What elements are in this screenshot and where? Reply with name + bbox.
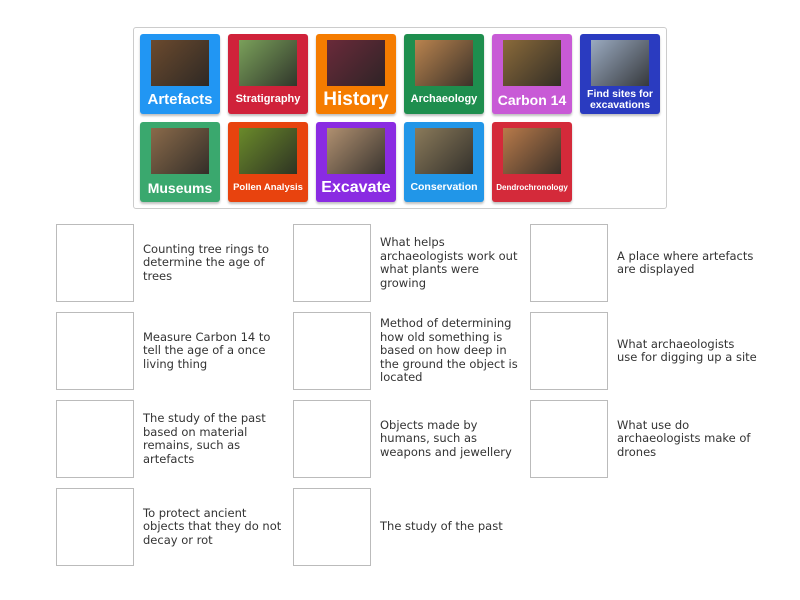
clue-label: Counting tree rings to determine the age… — [143, 241, 270, 283]
drop-zone[interactable] — [56, 224, 134, 302]
drop-zone[interactable] — [293, 488, 371, 566]
clue-label: What use do archaeologists make of drone… — [617, 417, 751, 459]
drop-zone[interactable] — [293, 312, 371, 390]
answer-tile[interactable]: Excavate — [316, 122, 396, 202]
tile-label: History — [323, 89, 389, 111]
tile-label: Carbon 14 — [497, 91, 567, 108]
drop-zone[interactable] — [56, 312, 134, 390]
answer-tile[interactable]: Archaeology — [404, 34, 484, 114]
drop-zone[interactable] — [56, 488, 134, 566]
tile-label: Archaeology — [410, 93, 478, 106]
clue-label: To protect ancient objects that they do … — [143, 505, 282, 547]
answer-tile[interactable]: History — [316, 34, 396, 114]
clue-label: Method of determining how old something … — [380, 316, 518, 385]
answer-tile[interactable]: Find sites for excavations — [580, 34, 660, 114]
drop-zone[interactable] — [293, 224, 371, 302]
tile-label: Museums — [147, 179, 213, 196]
clue-label: The study of the past based on material … — [143, 411, 266, 466]
tile-image — [415, 128, 473, 174]
clue-text: The study of the past based on material … — [143, 400, 283, 478]
clue-text: Counting tree rings to determine the age… — [143, 224, 283, 302]
tile-image — [591, 40, 649, 86]
clue-text: To protect ancient objects that they do … — [143, 488, 283, 566]
answer-tile[interactable]: Conservation — [404, 122, 484, 202]
answer-bank — [133, 27, 667, 209]
tile-label: Dendrochronology — [496, 182, 568, 192]
answer-tile[interactable]: Stratigraphy — [228, 34, 308, 114]
tile-image — [503, 128, 561, 174]
tile-image — [151, 40, 209, 86]
answer-tile[interactable]: Carbon 14 — [492, 34, 572, 114]
clue-label: Measure Carbon 14 to tell the age of a o… — [143, 329, 271, 371]
clue-label: Objects made by humans, such as weapons … — [380, 417, 512, 459]
clue-text: Objects made by humans, such as weapons … — [380, 400, 520, 478]
tile-image — [503, 40, 561, 86]
answer-tile[interactable]: Dendrochronology — [492, 122, 572, 202]
answer-tile[interactable]: Museums — [140, 122, 220, 202]
clue-label: What helps archaeologists work out what … — [380, 235, 518, 290]
drop-zone[interactable] — [56, 400, 134, 478]
clue-text: The study of the past — [380, 488, 520, 566]
tile-label: Conservation — [410, 181, 478, 194]
tile-image — [239, 128, 297, 174]
drop-zone[interactable] — [530, 224, 608, 302]
clue-label: The study of the past — [380, 519, 503, 534]
tile-label: Stratigraphy — [235, 93, 301, 106]
clue-text: Measure Carbon 14 to tell the age of a o… — [143, 312, 283, 390]
drop-zone[interactable] — [293, 400, 371, 478]
drop-zone[interactable] — [530, 312, 608, 390]
clue-label: What archaeologists use for digging up a… — [617, 336, 757, 364]
tile-image — [327, 40, 385, 86]
clue-text: A place where artefacts are displayed — [617, 224, 757, 302]
clue-text: What use do archaeologists make of drone… — [617, 400, 757, 478]
answer-tile[interactable]: Pollen Analysis — [228, 122, 308, 202]
tile-label: Find sites for excavations — [587, 87, 653, 111]
tile-label: Excavate — [321, 178, 391, 196]
tile-image — [151, 128, 209, 174]
clue-label: A place where artefacts are displayed — [617, 248, 754, 276]
tile-image — [415, 40, 473, 86]
drop-zone[interactable] — [530, 400, 608, 478]
tile-image — [239, 40, 297, 86]
clue-text: Method of determining how old something … — [380, 312, 520, 390]
clue-text: What archaeologists use for digging up a… — [617, 312, 757, 390]
tile-image — [327, 128, 385, 174]
tile-label: Artefacts — [147, 91, 213, 109]
answer-tile[interactable]: Artefacts — [140, 34, 220, 114]
tile-label: Pollen Analysis — [233, 182, 303, 194]
clue-text: What helps archaeologists work out what … — [380, 224, 520, 302]
